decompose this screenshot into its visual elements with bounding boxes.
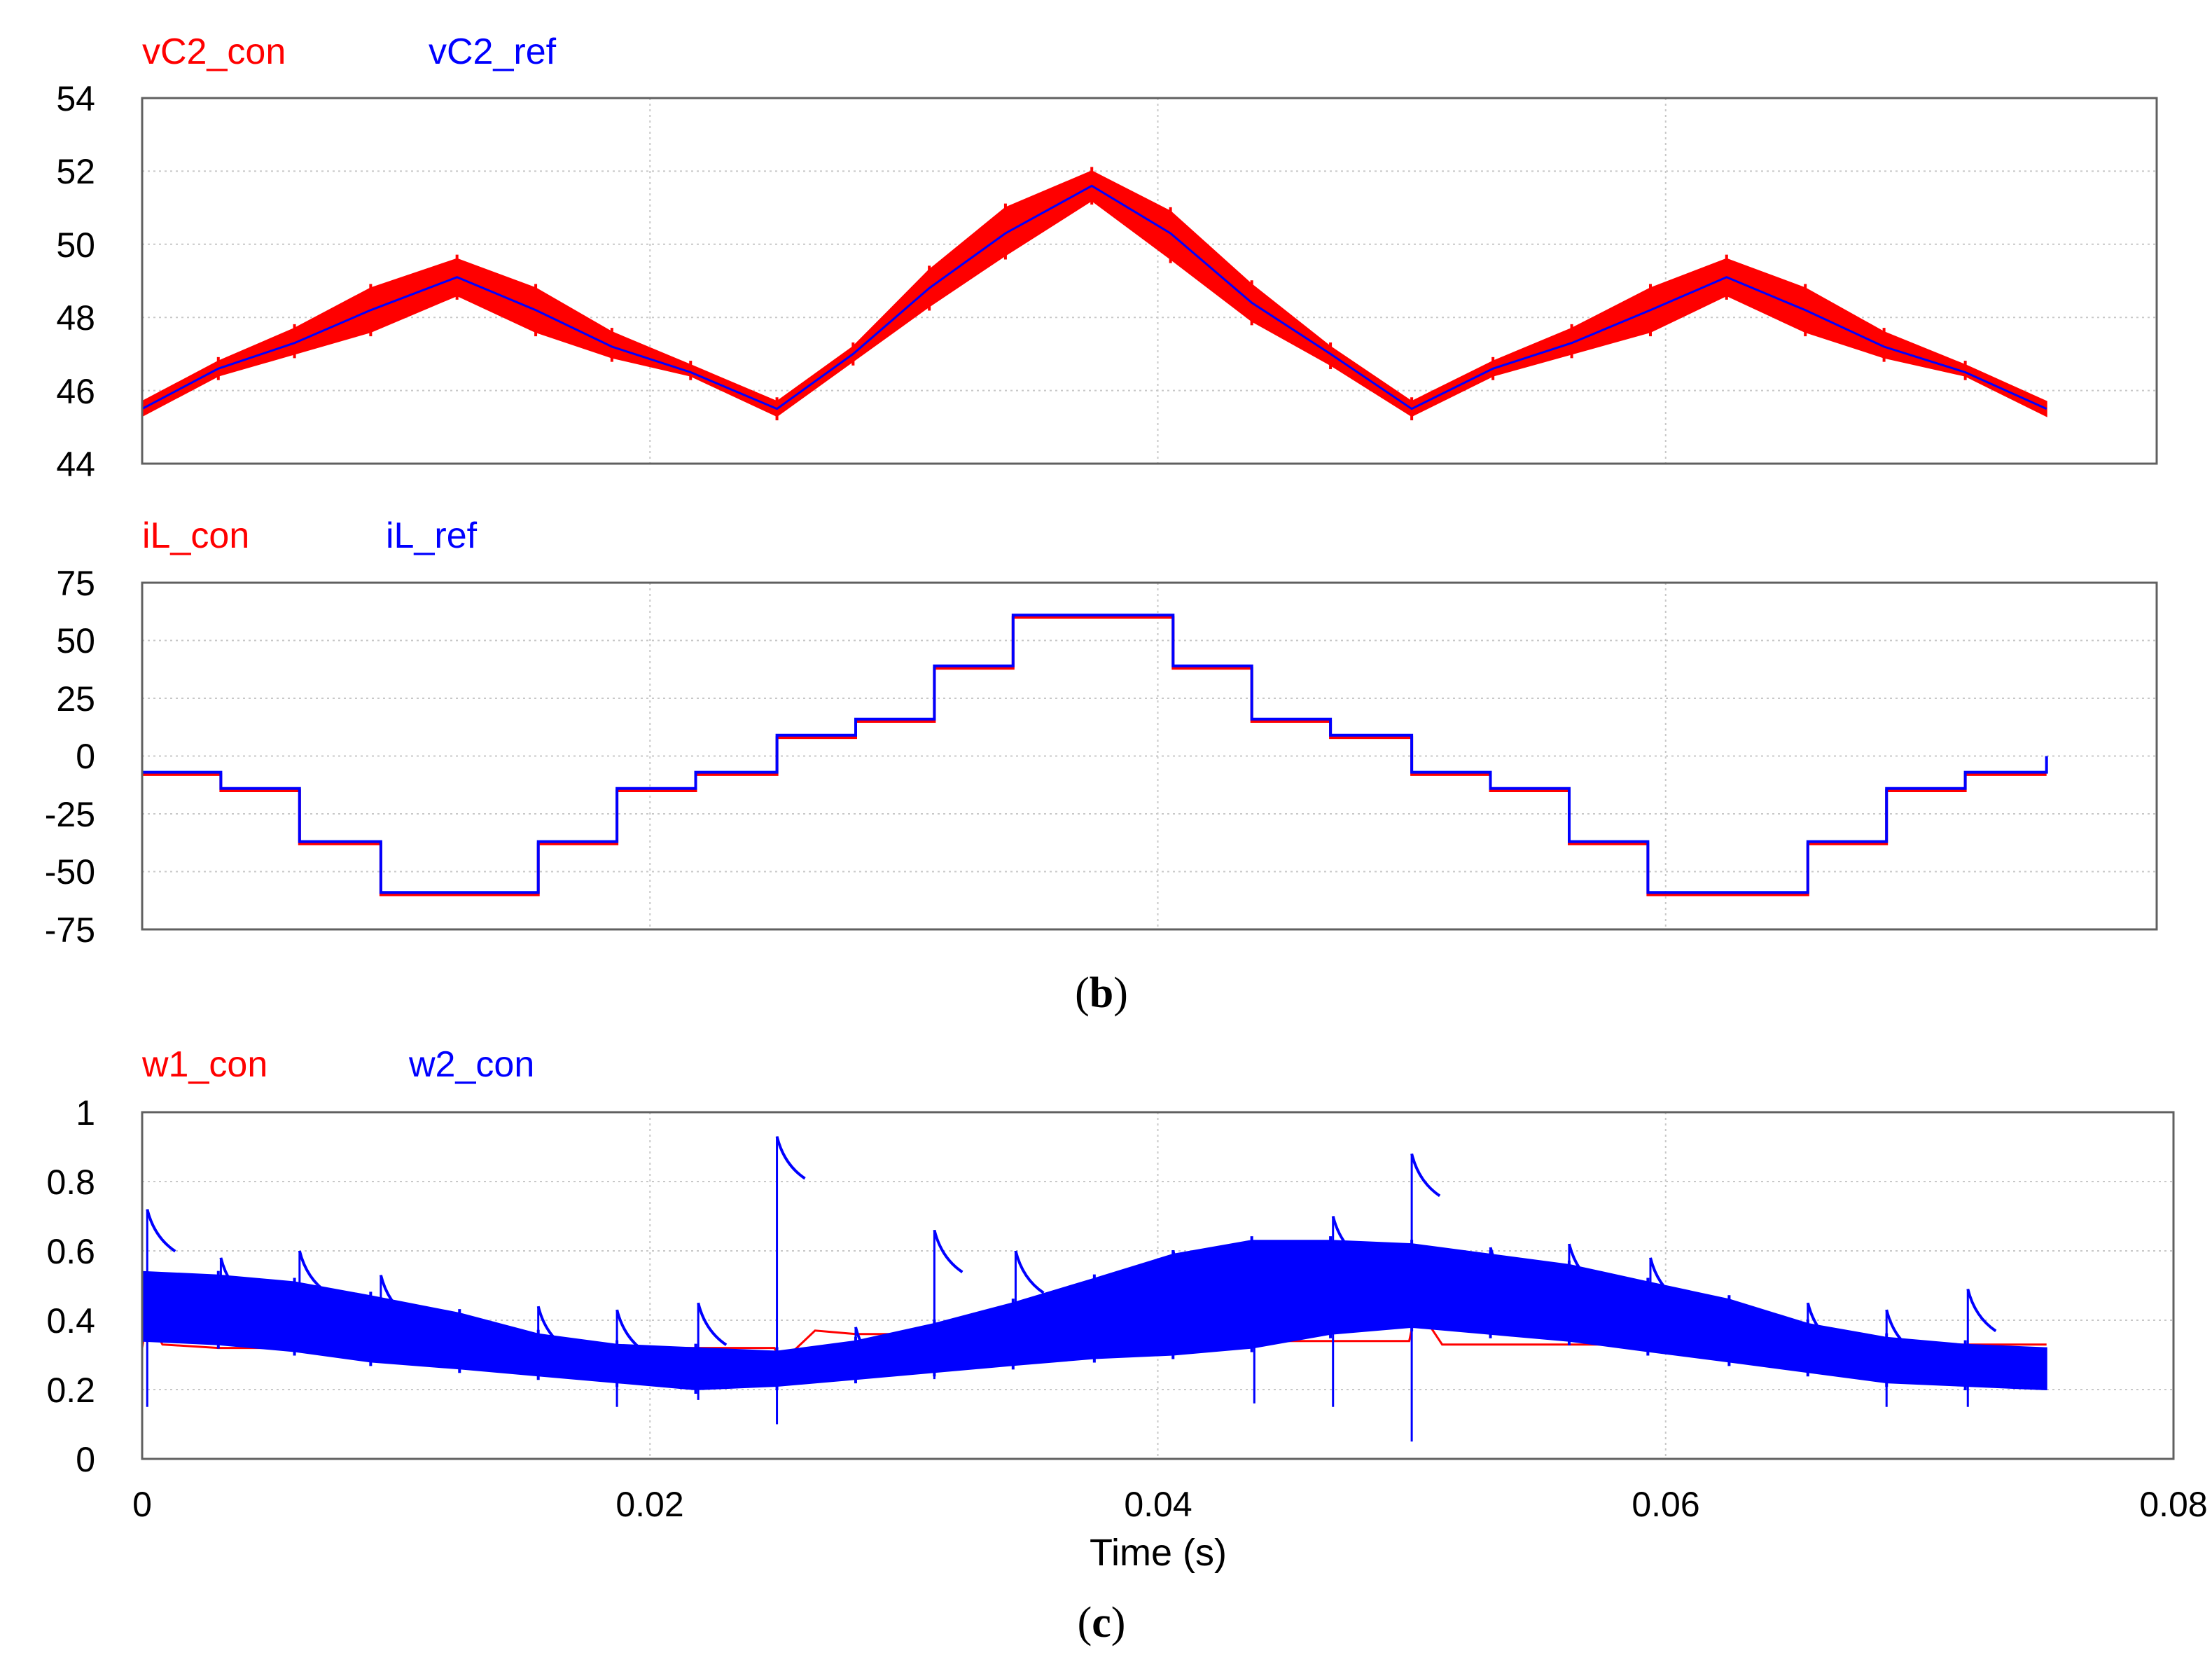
y-tick-label: 0 [76, 737, 95, 776]
caption-b: (b) [1075, 969, 1128, 1017]
w2-con-transient-tail [146, 1209, 176, 1253]
x-tick-label: 0.02 [615, 1485, 683, 1524]
y-tick-label: 0.6 [46, 1232, 95, 1271]
y-tick-label: 0.8 [46, 1163, 95, 1202]
w2-con-transient-tail [379, 1275, 410, 1319]
legend-w1-con: w1_con [141, 1044, 267, 1085]
plot-area-il [142, 614, 2048, 896]
x-tick-label: 0 [132, 1485, 152, 1524]
plot-frame-il [141, 581, 2158, 931]
w2-con-transient-tail [1489, 1247, 1519, 1291]
plot-area-w [141, 1136, 2047, 1442]
legend-il-con: iL_con [142, 515, 249, 556]
y-tick-label: 54 [56, 79, 95, 118]
plot-frame-vc2 [141, 97, 2158, 465]
legend-vc2-ref: vC2_ref [429, 32, 557, 72]
w2-con-transient-tail [1649, 1257, 1680, 1301]
y-tick-label: 50 [56, 226, 95, 265]
y-tick-label: -25 [45, 795, 95, 834]
w2-con-transient-tail [1331, 1216, 1362, 1260]
w2-con-transient-tail [854, 1327, 885, 1371]
y-axis-w: 0 0.2 0.4 0.6 0.8 1 [46, 1093, 95, 1479]
w2-con-transient-tail [933, 1229, 964, 1273]
panel-w: w1_con w2_con 0 0.2 0.4 0.6 0.8 1 0 0.02… [46, 1044, 2207, 1574]
y-tick-label: 46 [56, 372, 95, 411]
w2-con-transient-tail [1966, 1288, 1997, 1333]
w2-con-transient-tail [1885, 1309, 1916, 1353]
y-tick-label: 48 [56, 298, 95, 338]
vC2-con-band [141, 170, 2047, 417]
w2-con-transient-tail [775, 1136, 806, 1180]
legend-il-ref: iL_ref [386, 515, 478, 556]
iL-ref-line [142, 614, 2048, 894]
y-tick-label: 52 [56, 152, 95, 191]
w2-con-transient-tail [1253, 1240, 1284, 1284]
w2-con-transient-tail [298, 1250, 328, 1294]
x-tick-label: 0.08 [2139, 1485, 2207, 1524]
caption-c: (c) [1078, 1599, 1126, 1647]
y-tick-label: 1 [76, 1093, 95, 1133]
w2-con-transient-tail [1171, 1250, 1202, 1294]
legend-vc2-con: vC2_con [142, 32, 286, 72]
vC2-ref-line [141, 184, 2047, 410]
w2-con-transient-tail [615, 1309, 646, 1353]
w2-con-transient-tail [536, 1306, 567, 1350]
y-axis-vc2: 44 46 48 50 52 54 [56, 79, 95, 484]
w2-con-transient-tail [219, 1257, 250, 1301]
x-tick-label: 0.04 [1124, 1485, 1192, 1524]
plot-frame-w [141, 1111, 2175, 1460]
gridlines-vc2 [142, 98, 2157, 464]
w2-con-transient-tail [697, 1302, 728, 1346]
gridlines-il [142, 583, 2157, 929]
legend-w2-con: w2_con [408, 1044, 534, 1085]
x-tick-label: 0.06 [1632, 1485, 1699, 1524]
y-tick-label: 50 [56, 621, 95, 660]
x-axis-title: Time (s) [1090, 1532, 1227, 1574]
y-tick-label: 0.4 [46, 1301, 95, 1341]
y-tick-label: -50 [45, 852, 95, 892]
w2-con-transient-tail [1014, 1250, 1045, 1294]
plot-area-vc2 [141, 167, 2047, 421]
panel-il: iL_con iL_ref -75 -50 -25 0 25 50 75 [45, 515, 2158, 950]
y-tick-label: 75 [56, 564, 95, 603]
y-tick-label: 44 [56, 445, 95, 484]
iL-con-line [142, 616, 2047, 896]
y-tick-label: 0.2 [46, 1371, 95, 1410]
y-axis-il: -75 -50 -25 0 25 50 75 [45, 564, 95, 950]
y-tick-label: 25 [56, 679, 95, 719]
w2-con-transient-tail [1568, 1243, 1599, 1287]
w2-con-transient-tail [1410, 1153, 1441, 1198]
panel-vc2: vC2_con vC2_ref 44 46 48 50 52 54 [56, 32, 2158, 484]
x-axis-w: 0 0.02 0.04 0.06 0.08 [132, 1485, 2208, 1524]
y-tick-label: 0 [76, 1440, 95, 1479]
w2-con-transient-tail [1806, 1302, 1837, 1346]
y-tick-label: -75 [45, 910, 95, 950]
